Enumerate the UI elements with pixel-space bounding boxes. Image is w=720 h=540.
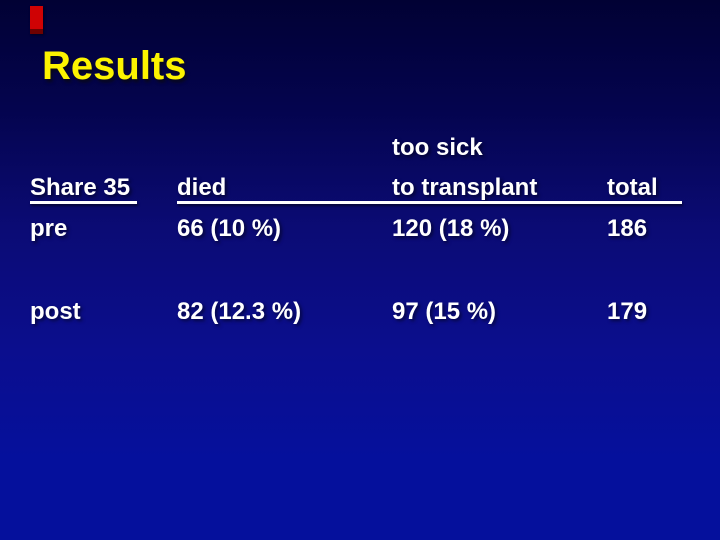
row-post-total: 179 — [607, 298, 648, 325]
row-post-died: 82 (12.3 %) — [177, 298, 302, 325]
row-pre-too-sick: 120 (18 %) — [392, 215, 510, 242]
underline-share35 — [30, 201, 137, 204]
underline-data-columns — [177, 201, 682, 204]
header-to-transplant: to transplant — [392, 174, 538, 201]
page-title: Results — [42, 44, 187, 88]
row-post-too-sick: 97 (15 %) — [392, 298, 497, 325]
row-pre-label: pre — [30, 215, 68, 242]
red-accent-bar — [30, 6, 43, 34]
header-died: died — [177, 174, 227, 201]
row-pre-died: 66 (10 %) — [177, 215, 282, 242]
header-share35: Share 35 — [30, 174, 131, 201]
header-total: total — [607, 174, 658, 201]
row-pre-total: 186 — [607, 215, 648, 242]
header-too-sick-line1: too sick — [392, 134, 483, 161]
row-post-label: post — [30, 298, 81, 325]
